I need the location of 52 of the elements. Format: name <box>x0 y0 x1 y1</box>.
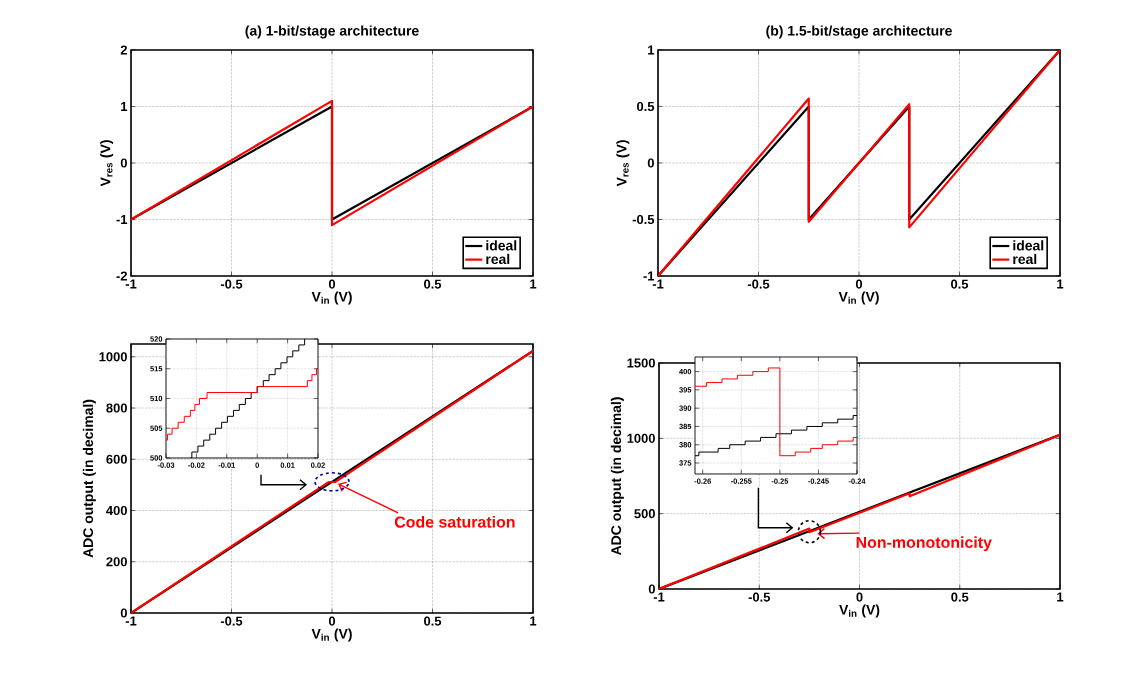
x-tick-label: 0.5 <box>424 279 442 289</box>
y-tick-label: 800 <box>106 403 127 413</box>
y-axis-title: V$_{res}$ (V) <box>100 140 114 187</box>
chart-title: (a) 1-bit/stage architecture <box>245 25 419 39</box>
y-tick-label: 0 <box>647 158 654 168</box>
legend-label: real <box>486 253 510 265</box>
y-tick-label: -1 <box>116 215 128 224</box>
y-tick-label: -1 <box>643 271 655 281</box>
legend-label: ideal <box>1013 240 1044 251</box>
x-tick-label: -0.5 <box>748 592 771 602</box>
x-tick-label: 0.5 <box>424 616 442 626</box>
y-tick-label: 1500 <box>627 358 655 368</box>
legend-label: real <box>1013 253 1037 265</box>
y-tick-label: 500 <box>634 509 655 519</box>
y-axis-title: V$_{res}$ (V) <box>616 140 630 187</box>
y-tick-label: 2 <box>120 45 127 55</box>
y-tick-label: 0 <box>648 584 655 594</box>
x-tick-label: 0.5 <box>951 279 969 289</box>
chart-title: (b) 1.5-bit/stage architecture <box>766 25 952 39</box>
y-tick-label: -2 <box>116 271 127 281</box>
x-tick-label: 1 <box>1057 592 1064 602</box>
y-tick-label: 1000 <box>99 352 127 362</box>
y-tick-label: -0.5 <box>632 214 655 225</box>
annotation: Code saturation <box>394 515 515 528</box>
annotation: Non-monotonicity <box>856 536 992 552</box>
y-tick-label: 600 <box>106 454 127 464</box>
legend-label: ideal <box>486 240 517 251</box>
y-tick-label: 200 <box>106 557 127 567</box>
y-tick-label: 1000 <box>627 433 655 443</box>
y-tick-label: 0 <box>120 608 127 618</box>
x-tick-label: -0.5 <box>220 616 243 626</box>
x-axis-title: V$_{in}$ (V) <box>311 628 352 642</box>
x-tick-label: -0.5 <box>747 279 770 289</box>
y-tick-label: 0.5 <box>637 101 655 112</box>
y-tick-label: 1 <box>648 45 655 55</box>
y-axis-title: ADC output (in decimal) <box>610 397 624 556</box>
y-tick-label: 400 <box>106 505 127 516</box>
x-tick-label: 1 <box>530 616 537 626</box>
x-tick-label: 0 <box>328 616 336 626</box>
x-tick-label: -0.5 <box>220 279 243 289</box>
x-tick-label: 0 <box>855 279 863 289</box>
x-axis-title: V$_{in}$ (V) <box>311 291 352 305</box>
x-tick-label: 0 <box>328 279 336 289</box>
y-tick-label: 0 <box>120 158 127 168</box>
x-tick-label: 1 <box>1057 279 1064 289</box>
x-tick-label: 0.5 <box>951 592 969 602</box>
x-axis-title: V$_{in}$ (V) <box>839 604 880 618</box>
x-axis-title: V$_{in}$ (V) <box>838 291 879 305</box>
y-tick-label: 1 <box>121 102 128 111</box>
y-axis-title: ADC output (in decimal) <box>82 399 96 558</box>
x-tick-label: 0 <box>856 592 863 602</box>
x-tick-label: 1 <box>530 279 537 289</box>
